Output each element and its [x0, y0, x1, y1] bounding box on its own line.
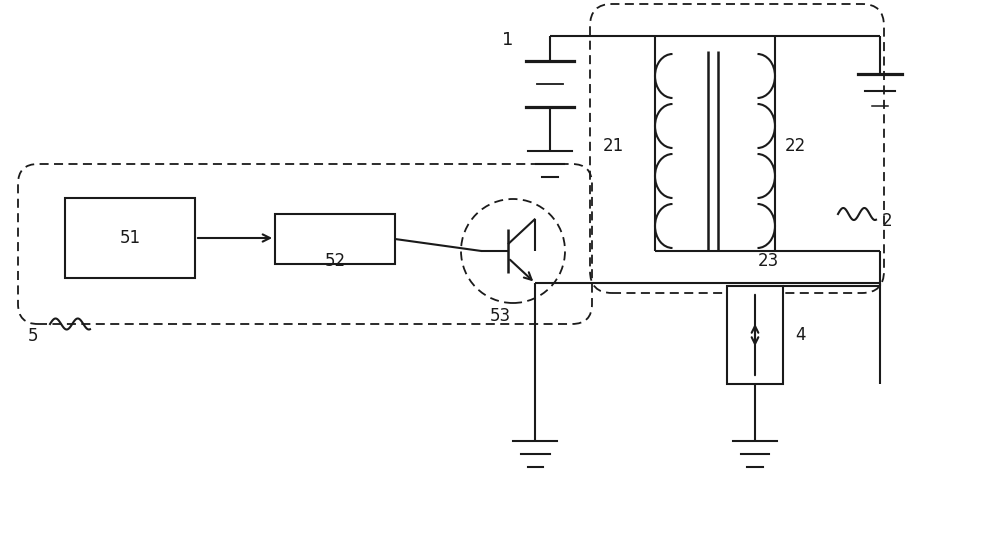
Text: 52: 52: [324, 252, 346, 270]
FancyBboxPatch shape: [65, 198, 195, 278]
Text: 5: 5: [28, 327, 38, 345]
Text: 23: 23: [758, 252, 779, 270]
Text: 2: 2: [882, 212, 893, 230]
Text: 51: 51: [119, 229, 141, 247]
FancyBboxPatch shape: [727, 286, 783, 384]
Text: 4: 4: [795, 326, 806, 344]
Text: 21: 21: [603, 137, 624, 155]
FancyBboxPatch shape: [275, 214, 395, 264]
Text: 1: 1: [502, 31, 514, 49]
Text: 22: 22: [785, 137, 806, 155]
Text: 53: 53: [489, 307, 511, 325]
